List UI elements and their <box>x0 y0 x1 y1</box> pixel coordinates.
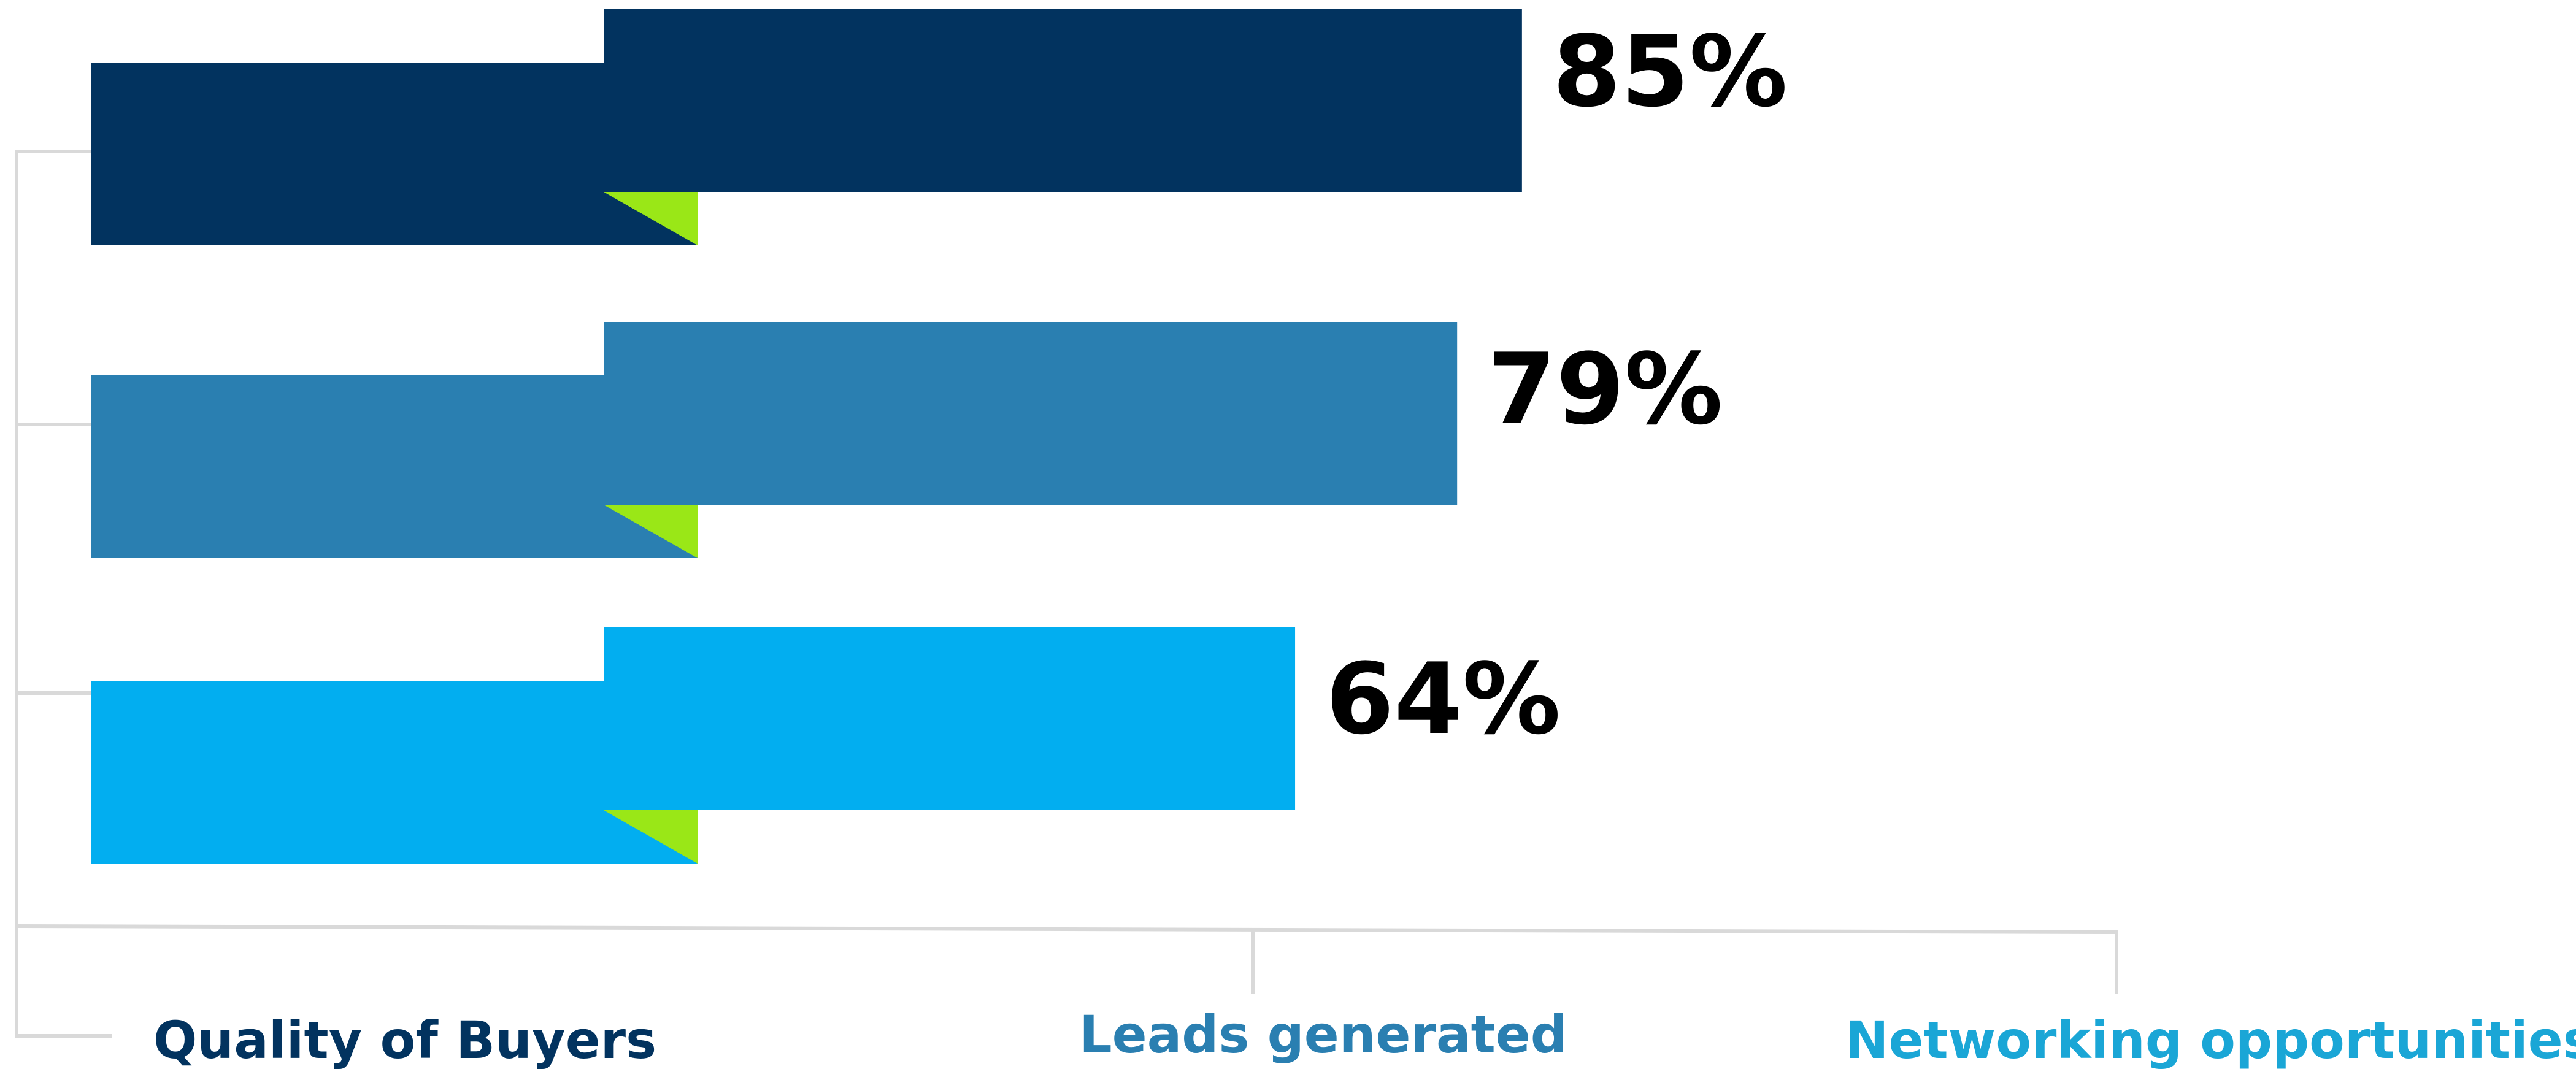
connector-lines <box>15 150 2118 1038</box>
category-label-1: Quality of Buyers <box>153 1010 656 1069</box>
category-labels-group: Quality of Buyers Leads generated Networki… <box>153 1005 2576 1069</box>
connector-main-bracket <box>15 150 112 1038</box>
bar-fold-accent-1 <box>604 192 698 245</box>
value-label-1: 85% <box>1553 14 1788 129</box>
bar-2 <box>604 322 1458 505</box>
bar-fold-accent-3 <box>604 810 698 864</box>
bar-back-1 <box>91 63 698 245</box>
bar-back-3 <box>91 681 698 864</box>
value-label-2: 79% <box>1488 332 1723 446</box>
value-labels-group: 85% 79% 64% <box>1326 14 1788 756</box>
category-label-3: Networking opportunities <box>1845 1010 2576 1069</box>
value-label-3: 64% <box>1326 642 1561 756</box>
bar-back-2 <box>91 375 698 558</box>
bar-fold-accent-2 <box>604 505 698 558</box>
category-label-2: Leads generated <box>1079 1005 1567 1065</box>
bar-3 <box>604 627 1296 810</box>
connector-baseline <box>16 924 2118 994</box>
bar-1 <box>604 9 1522 192</box>
bars-group <box>91 9 1522 864</box>
